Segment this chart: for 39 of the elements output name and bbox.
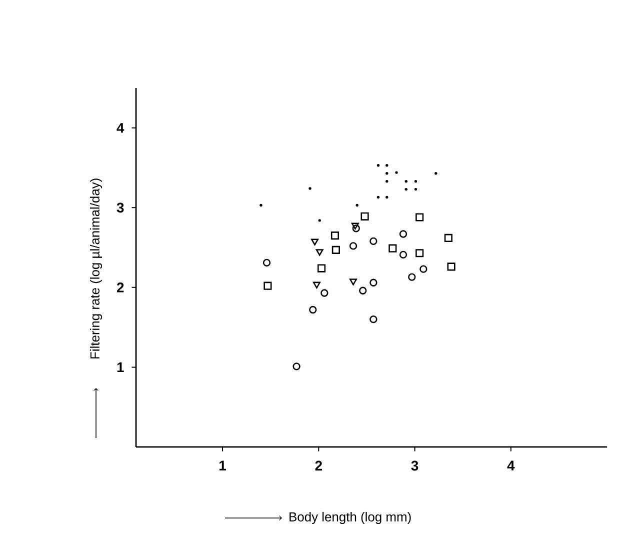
- point: [420, 265, 428, 273]
- point: [352, 224, 360, 232]
- point: [292, 362, 300, 370]
- point: [408, 273, 416, 281]
- point: [447, 262, 456, 271]
- x-tick-label: 1: [220, 460, 226, 470]
- point: [370, 237, 378, 245]
- point: [317, 264, 326, 272]
- point: [320, 289, 328, 297]
- point: [388, 244, 397, 252]
- point: [311, 238, 319, 246]
- x-axis-title: Body length (log mm): [290, 512, 411, 524]
- point: [399, 250, 408, 259]
- point: [399, 230, 408, 238]
- point: [262, 258, 271, 267]
- point: [360, 212, 369, 220]
- point: [351, 222, 359, 230]
- point: [370, 316, 378, 324]
- point: [444, 234, 452, 242]
- x-tick-label: 3: [411, 460, 418, 471]
- point: [349, 278, 357, 286]
- point: [330, 232, 340, 240]
- y-axis-title: Filtering rate (log µl/animal/day): [90, 178, 102, 358]
- point: [332, 246, 340, 254]
- x-tick-label: 2: [315, 460, 322, 470]
- y-tick-label: 4: [116, 123, 124, 133]
- point: [312, 282, 320, 288]
- x-tick-label: 4: [507, 460, 515, 470]
- point: [359, 286, 367, 294]
- point: [309, 306, 317, 314]
- point: [416, 213, 424, 222]
- point: [370, 278, 378, 286]
- y-tick-label: 1: [117, 362, 124, 372]
- point: [264, 282, 272, 290]
- y-tick-label: 2: [116, 282, 124, 292]
- point: [349, 242, 358, 250]
- point: [316, 249, 324, 256]
- y-tick-label: 3: [116, 202, 124, 213]
- point: [416, 249, 424, 258]
